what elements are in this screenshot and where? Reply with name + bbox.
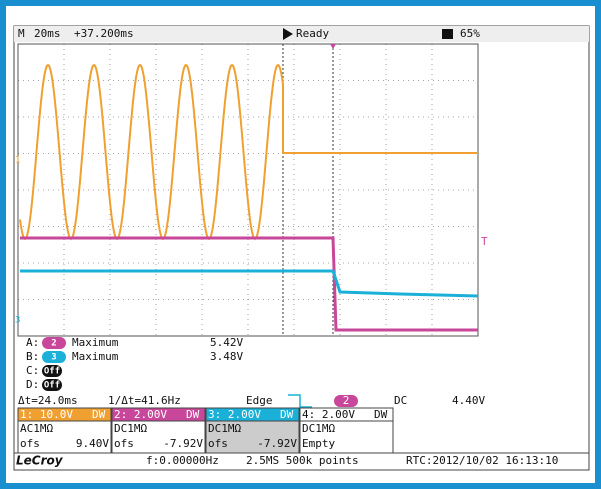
battery: 65%: [460, 27, 480, 40]
channel-bw: DW: [186, 408, 200, 421]
run-icon: [283, 28, 293, 40]
brand: LeCroy: [16, 454, 64, 468]
channel-table: 1: 10.0V DW AC1MΩ ofs 9.40V 2: 2.00V DW DC1MΩ of…: [17, 407, 394, 454]
trigger-pos: [330, 44, 336, 49]
acq-state: Ready: [296, 27, 329, 40]
trigger-channel: 2: [343, 394, 350, 407]
delay: +37.200ms: [74, 27, 134, 40]
channel-coupling: DC1MΩ: [208, 422, 241, 435]
graticule: [18, 44, 478, 336]
graticule-border: [17, 43, 479, 337]
inv-delta-t: 1/Δt=41.6Hz: [108, 394, 181, 407]
meas-slot: D:: [26, 378, 39, 391]
channel-ofs: ofs: [114, 437, 134, 450]
mode: M: [18, 27, 25, 40]
trigger-badge: [334, 395, 358, 407]
ch1-marker: 1: [15, 156, 20, 166]
meas-param: Maximum: [72, 350, 119, 363]
battery-icon: [442, 29, 453, 39]
meas-badge: [42, 337, 66, 349]
channel-bw: DW: [374, 408, 388, 421]
meas-badge: [42, 365, 62, 377]
meas-badge: [42, 351, 66, 363]
meas-slot: A:: [26, 336, 39, 349]
channel-bw: DW: [92, 408, 106, 421]
channel-bw: DW: [280, 408, 294, 421]
channel-ofs: ofs: [208, 437, 228, 450]
channel-coupling: DC1MΩ: [114, 422, 147, 435]
delta-t: Δt=24.0ms: [18, 394, 78, 407]
channel-coupling: AC1MΩ: [20, 422, 53, 435]
timebase: 20ms: [34, 27, 61, 40]
sampling: 2.5MS 500k points: [246, 454, 359, 467]
channel-offset: 9.40V: [76, 437, 109, 450]
trigger-marker: T: [481, 235, 488, 248]
channel-box: [205, 420, 300, 454]
channel-offset: -7.92V: [257, 437, 297, 450]
channel-offset: -7.92V: [163, 437, 203, 450]
channel-scale: 2: 2.00V: [114, 408, 167, 421]
meas-badge-text: Off: [44, 381, 60, 391]
frequency: f:0.00000Hz: [146, 454, 219, 467]
channel-status: Empty: [302, 437, 335, 450]
channel-scale: 1: 10.0V: [20, 408, 73, 421]
channel-ofs: ofs: [20, 437, 40, 450]
meas-param: Maximum: [72, 336, 119, 349]
meas-slot: C:: [26, 364, 39, 377]
meas-badge: [42, 379, 62, 391]
meas-badge-text: Off: [44, 367, 60, 377]
meas-value: 3.48V: [210, 350, 243, 363]
waveform-1: [19, 63, 478, 241]
waveform-3: [20, 269, 479, 298]
rtc: RTC:2012/10/02 16:13:10: [406, 454, 558, 467]
trigger-level: 4.40V: [452, 394, 485, 407]
ch3-marker: 3: [15, 316, 20, 326]
waveform-2: [20, 236, 478, 332]
channel-scale: 4: 2.00V: [302, 408, 355, 421]
channel-coupling: DC1MΩ: [302, 422, 335, 435]
trigger-coupling: DC: [394, 394, 407, 407]
meas-badge-text: 2: [51, 339, 56, 349]
channel-scale: 3: 2.00V: [208, 408, 261, 421]
meas-slot: B:: [26, 350, 39, 363]
measurements: A: 2 Maximum 5.42V B: 3 Maximum 3.48V C: Off D: Off: [26, 336, 243, 391]
edge-icon: [288, 394, 312, 408]
trigger-mode: Edge: [246, 394, 273, 407]
meas-badge-text: 3: [51, 353, 56, 363]
meas-value: 5.42V: [210, 336, 243, 349]
